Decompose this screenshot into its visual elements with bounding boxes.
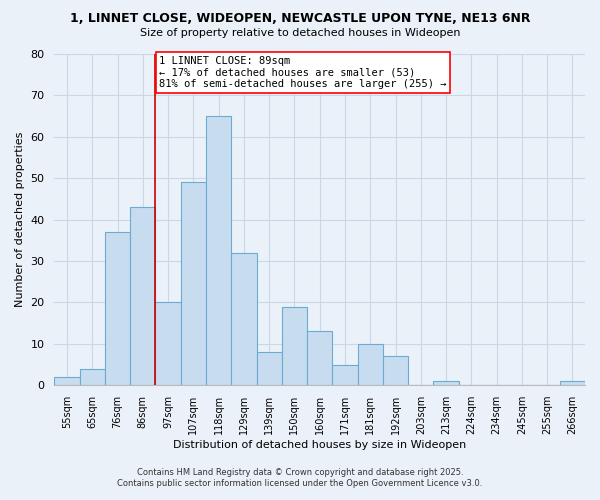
Bar — [560, 381, 585, 385]
Bar — [231, 252, 257, 385]
Bar — [155, 302, 181, 385]
X-axis label: Distribution of detached houses by size in Wideopen: Distribution of detached houses by size … — [173, 440, 466, 450]
Bar — [383, 356, 408, 385]
Bar — [105, 232, 130, 385]
Bar — [307, 332, 332, 385]
Text: 1 LINNET CLOSE: 89sqm
← 17% of detached houses are smaller (53)
81% of semi-deta: 1 LINNET CLOSE: 89sqm ← 17% of detached … — [159, 56, 447, 90]
Bar — [181, 182, 206, 385]
Text: Contains HM Land Registry data © Crown copyright and database right 2025.
Contai: Contains HM Land Registry data © Crown c… — [118, 468, 482, 487]
Bar — [257, 352, 282, 385]
Bar — [55, 377, 80, 385]
Bar — [282, 306, 307, 385]
Text: Size of property relative to detached houses in Wideopen: Size of property relative to detached ho… — [140, 28, 460, 38]
Bar — [206, 116, 231, 385]
Text: 1, LINNET CLOSE, WIDEOPEN, NEWCASTLE UPON TYNE, NE13 6NR: 1, LINNET CLOSE, WIDEOPEN, NEWCASTLE UPO… — [70, 12, 530, 26]
Bar — [358, 344, 383, 385]
Bar — [433, 381, 458, 385]
Bar — [130, 207, 155, 385]
Y-axis label: Number of detached properties: Number of detached properties — [15, 132, 25, 308]
Bar — [332, 364, 358, 385]
Bar — [80, 368, 105, 385]
